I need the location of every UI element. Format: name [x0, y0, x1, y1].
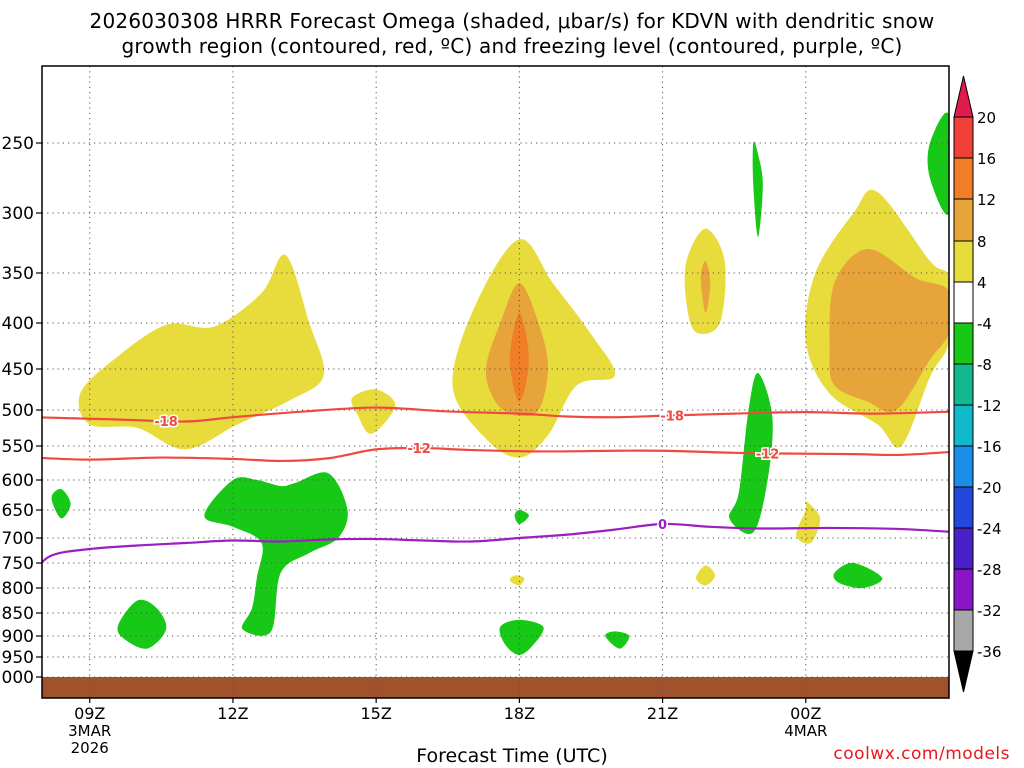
snow-growth-bottom-line [42, 446, 949, 463]
y-tick-label-650: 650 [2, 501, 34, 521]
colorbar-label-11: -28 [977, 561, 1002, 579]
y-tick-label-1000: 1000 [0, 668, 34, 688]
green-region-6 [514, 510, 529, 524]
colorbar-top-arrow [953, 75, 974, 118]
snow-growth-top-line [42, 406, 949, 423]
colorbar-segment-8 [953, 445, 974, 488]
y-tick-label-500: 500 [2, 401, 34, 421]
snow-growth-bottom-label-1: -12 [756, 447, 780, 462]
y-axis: 250 300 350 400 450 500 550 600 650 700 750 800 850 9… [0, 134, 42, 688]
colorbar-segment-6 [953, 363, 974, 406]
chart-title-line-2: growth region (contoured, red, ºC) and f… [121, 34, 903, 58]
colorbar-label-8: -16 [977, 438, 1002, 456]
y-tick-label-350: 350 [2, 264, 34, 284]
colorbar-label-2: 12 [977, 191, 996, 209]
y-tick-label-700: 700 [2, 529, 34, 549]
x-tick-label-09Z: 09Z [74, 704, 105, 723]
green-region-2 [117, 599, 167, 649]
y-tick-label-600: 600 [2, 471, 34, 491]
yellow-region-7 [695, 565, 716, 586]
green-region-5 [605, 631, 630, 649]
y-tick-label-400: 400 [2, 314, 34, 334]
colorbar-label-1: 16 [977, 150, 996, 168]
colorbar-label-4: 4 [977, 274, 987, 292]
grid-layer [42, 66, 949, 698]
colorbar-bottom-arrow [953, 650, 974, 693]
colorbar-label-9: -20 [977, 479, 1002, 497]
colorbar-segment-9 [953, 486, 974, 529]
colorbar-label-10: -24 [977, 520, 1002, 538]
x-axis-label: Forecast Time (UTC) [416, 745, 608, 767]
x-tick-label-00Z: 00Z [790, 704, 821, 723]
colorbar-label-5: -4 [977, 315, 992, 333]
y-tick-label-950: 950 [2, 648, 34, 668]
colorbar-segment-7 [953, 404, 974, 447]
colorbar-segment-4 [953, 281, 974, 324]
x-tick-label-21Z: 21Z [647, 704, 678, 723]
y-tick-label-300: 300 [2, 204, 34, 224]
colorbar-segment-1 [953, 157, 974, 200]
x-tick-sublabel-00Z-0: 4MAR [784, 722, 827, 740]
colorbar-label-6: -8 [977, 356, 992, 374]
omega-colorbar: 20 16 12 8 4 -4 -8 -12 -16 -20 -24 -28 -32 -36 [953, 75, 1002, 693]
x-tick-label-12Z: 12Z [217, 704, 248, 723]
colorbar-label-0: 20 [977, 109, 996, 127]
y-tick-label-250: 250 [2, 134, 34, 154]
yellow-region-8 [509, 575, 525, 586]
contour-layer: -18 -18 -12 -12 0 [42, 406, 949, 564]
colorbar-segment-0 [953, 116, 974, 159]
y-tick-label-750: 750 [2, 554, 34, 574]
x-tick-sublabel-09Z-0: 3MAR [68, 722, 111, 740]
x-tick-label-18Z: 18Z [504, 704, 535, 723]
freezing-level-label-0: 0 [658, 518, 667, 533]
y-tick-label-550: 550 [2, 437, 34, 457]
plot-frame [41, 65, 950, 699]
colorbar-label-3: 8 [977, 233, 987, 251]
colorbar-segment-2 [953, 198, 974, 242]
colorbar-segment-11 [953, 568, 974, 611]
y-tick-label-850: 850 [2, 604, 34, 624]
green-region-4 [499, 619, 544, 655]
snow-growth-top-label-0: -18 [154, 415, 178, 430]
x-tick-label-15Z: 15Z [360, 704, 391, 723]
x-tick-sublabel-09Z-1: 2026 [71, 739, 109, 757]
colorbar-label-12: -32 [977, 602, 1002, 620]
green-region-1 [51, 488, 71, 519]
green-region-9 [833, 562, 883, 589]
colorbar-segment-10 [953, 527, 974, 570]
yellow-region-2 [351, 389, 396, 434]
ground-layer [42, 677, 949, 698]
colorbar-label-13: -36 [977, 643, 1002, 661]
snow-growth-top-label-1: -18 [660, 409, 684, 424]
snow-growth-bottom-label-0: -12 [407, 442, 431, 457]
chart-title-line-1: 2026030308 HRRR Forecast Omega (shaded, … [89, 9, 935, 33]
y-tick-label-450: 450 [2, 360, 34, 380]
freezing-level-line [42, 522, 949, 564]
yellow-region-1 [78, 254, 325, 450]
colorbar-segment-3 [953, 240, 974, 283]
green-region-3 [204, 472, 348, 636]
colorbar-segment-12 [953, 609, 974, 652]
ground-band [42, 677, 949, 698]
y-tick-label-800: 800 [2, 579, 34, 599]
colorbar-segment-5 [953, 322, 974, 365]
green-region-10 [927, 112, 949, 215]
y-tick-label-900: 900 [2, 627, 34, 647]
source-credit: coolwx.com/models [833, 744, 1010, 764]
orange-region-5a [829, 248, 949, 413]
colorbar-label-7: -12 [977, 397, 1002, 415]
orange-region-4a [700, 260, 711, 314]
yellow-region-6 [796, 500, 821, 544]
